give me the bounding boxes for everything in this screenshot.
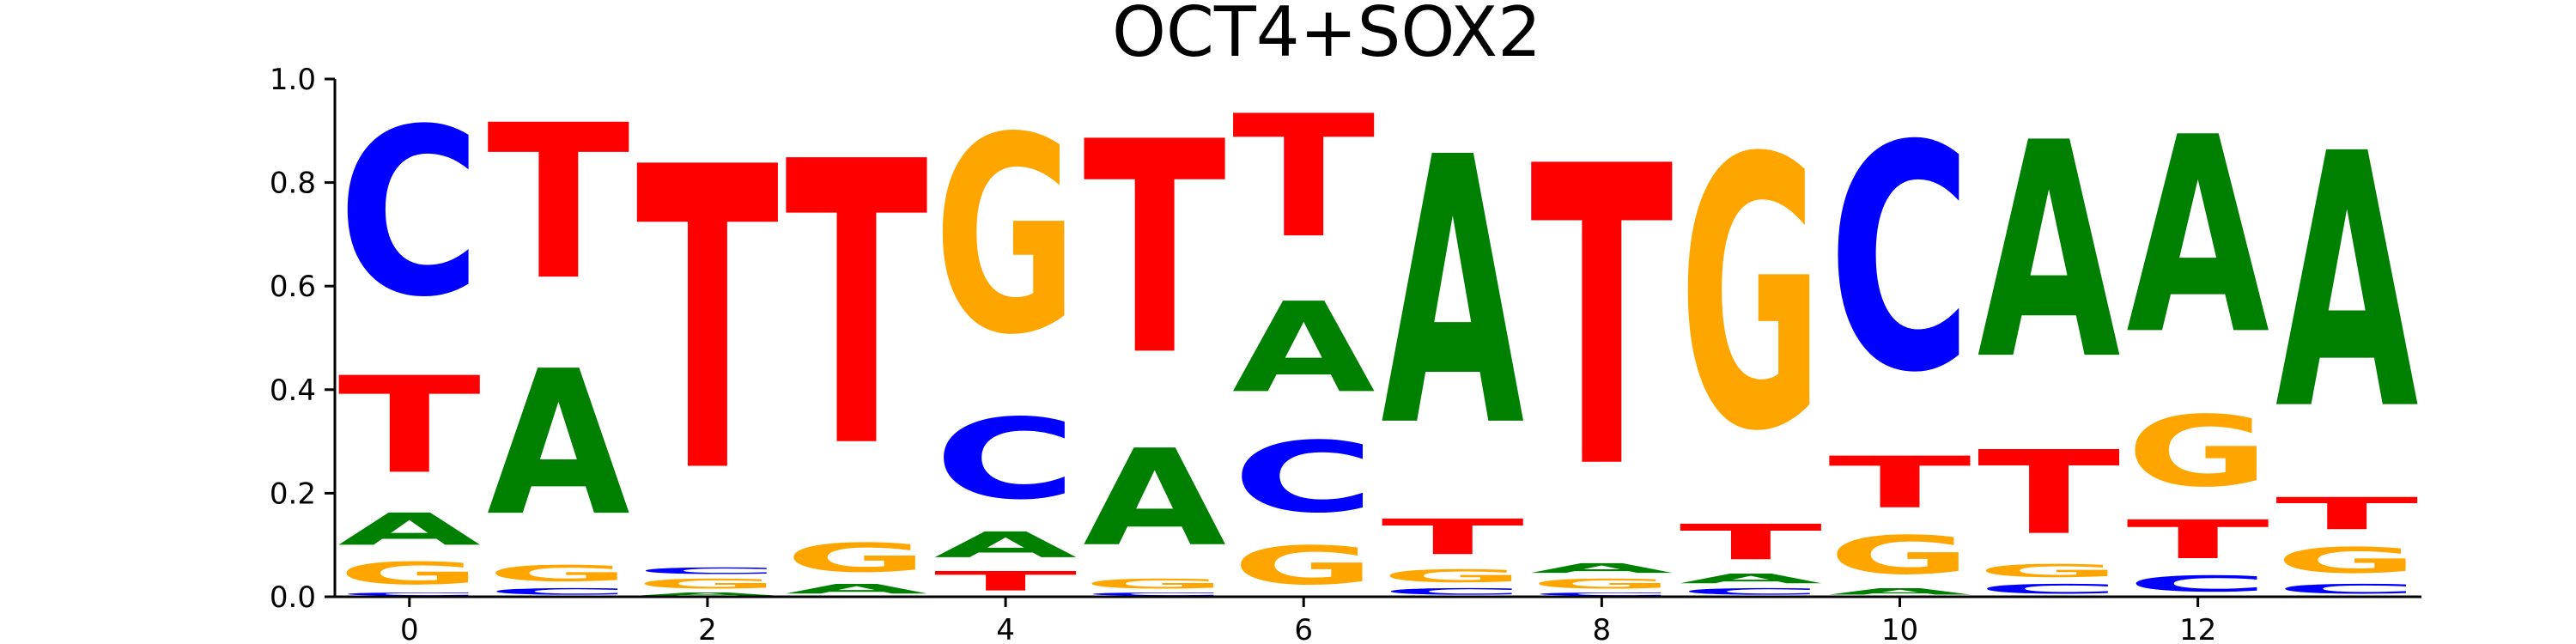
logo-letter-c-pos-13: C [2275,581,2419,597]
logo-letter-c-pos-4: C [934,395,1078,524]
logo-letter-t-pos-0: T [337,349,481,503]
logo-letters: CGATCCGATAGCTAGTTACGCGATGCATCGTACGATCATG… [337,79,2420,597]
logo-letter-g-pos-2: G [636,576,780,592]
logo-letter-c-pos-10: C [1828,81,1971,441]
logo-letter-t-pos-13: T [2275,488,2419,539]
logo-letter-t-pos-3: T [785,80,929,533]
logo-letter-g-pos-11: G [1978,561,2121,581]
chart-title: OCT4+SOX2 [1112,0,1541,72]
logo-letter-a-pos-10: A [1828,586,1971,597]
logo-letter-g-pos-4: G [934,80,1078,394]
y-tick-label: 0.6 [270,270,316,304]
logo-letter-a-pos-4: A [934,525,1078,566]
logo-letter-a-pos-9: A [1680,571,1823,586]
logo-letter-t-pos-11: T [1978,427,2121,561]
y-tick-label: 0.0 [270,580,316,615]
logo-letter-g-pos-3: G [785,535,928,581]
axes: 0.0 0.2 0.4 0.6 0.8 1.0 0 2 4 6 8 10 12 [270,63,2421,644]
logo-letter-c-pos-8: C [1530,592,1674,597]
logo-letter-t-pos-5: T [1083,79,1227,419]
logo-letter-t-pos-4: T [934,566,1078,597]
logo-letter-c-pos-6: C [1232,422,1376,535]
logo-letter-c-pos-1: C [487,586,630,597]
x-tick-label: 12 [2179,613,2216,644]
logo-letter-c-pos-7: C [1381,586,1524,597]
logo-letter-c-pos-0: C [337,592,481,597]
logo-letter-c-pos-9: C [1680,586,1823,597]
x-tick-label: 10 [1881,613,1918,644]
logo-letter-t-pos-2: T [636,81,781,564]
logo-letter-t-pos-12: T [2126,509,2269,571]
logo-letter-a-pos-12: A [2126,80,2270,394]
logo-letter-t-pos-7: T [1381,508,1524,565]
logo-letter-g-pos-5: G [1083,576,1226,592]
logo-letter-c-pos-0: C [337,79,481,348]
x-tick-label: 4 [996,613,1015,644]
y-tick-label: 0.4 [270,374,316,408]
x-tick-label: 6 [1294,613,1313,644]
logo-letter-t-pos-9: T [1680,513,1823,570]
logo-letter-a-pos-6: A [1232,276,1376,421]
logo-letter-t-pos-10: T [1828,441,1971,524]
logo-letter-a-pos-13: A [2275,80,2420,487]
logo-letter-g-pos-7: G [1381,566,1524,586]
logo-letter-a-pos-2: A [636,592,780,597]
logo-letter-t-pos-1: T [487,80,630,327]
logo-letter-a-pos-11: A [1978,80,2122,425]
logo-letter-t-pos-8: T [1530,80,1674,559]
y-tick-label: 1.0 [270,63,316,97]
logo-letter-c-pos-2: C [636,566,780,576]
logo-letter-g-pos-6: G [1232,535,1376,597]
x-tick-label: 2 [698,613,717,644]
y-tick-label: 0.2 [270,477,316,511]
logo-letter-c-pos-5: C [1083,592,1226,597]
logo-letter-c-pos-11: C [1978,581,2121,597]
logo-letter-a-pos-1: A [487,328,630,561]
logo-letter-a-pos-5: A [1083,422,1226,576]
logo-letter-a-pos-7: A [1381,80,1525,507]
logo-letter-g-pos-8: G [1530,576,1674,592]
logo-letter-g-pos-10: G [1828,525,1971,586]
x-tick-label: 8 [1593,613,1612,644]
logo-letter-a-pos-0: A [337,504,481,556]
logo-letter-a-pos-3: A [785,581,928,597]
x-tick-label: 0 [400,613,419,644]
logo-letter-g-pos-0: G [337,556,481,592]
logo-letter-g-pos-12: G [2126,395,2269,508]
logo-letter-g-pos-1: G [487,561,630,586]
logo-letter-g-pos-9: G [1680,80,1823,513]
y-tick-label: 0.8 [270,167,316,201]
logo-letter-c-pos-12: C [2126,571,2269,597]
logo-letter-a-pos-8: A [1530,561,1674,576]
logo-letter-g-pos-13: G [2275,540,2419,581]
logo-letter-t-pos-6: T [1232,81,1376,276]
